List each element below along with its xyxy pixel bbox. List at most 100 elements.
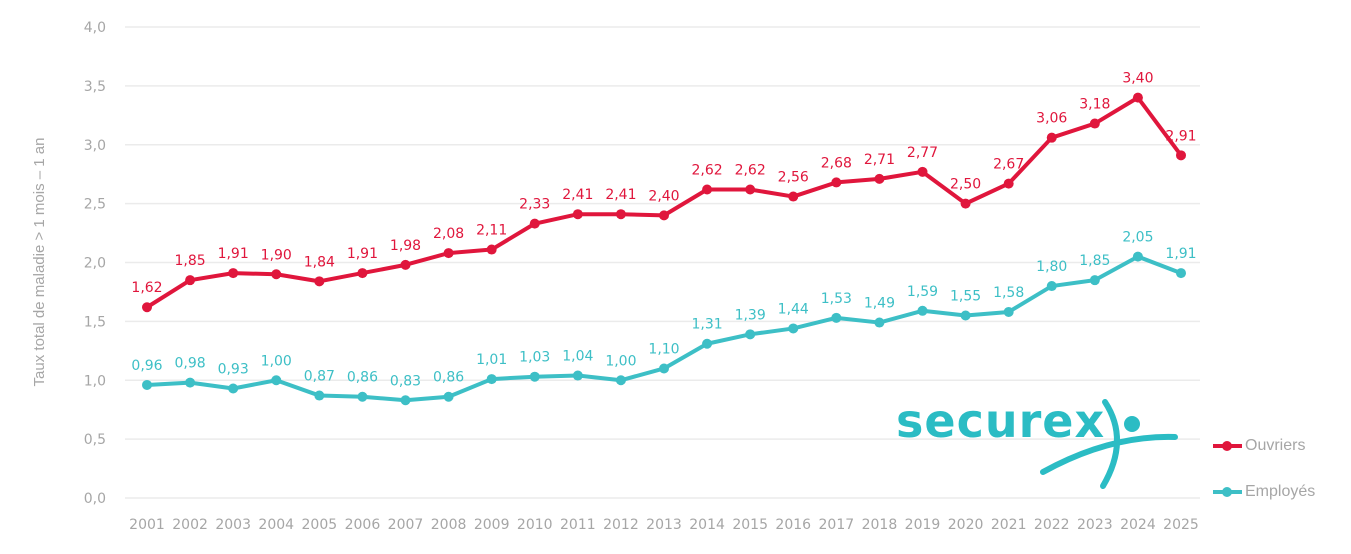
data-point <box>314 276 325 287</box>
data-label: 1,55 <box>950 288 981 304</box>
x-tick-label: 2013 <box>646 517 682 533</box>
data-label: 2,41 <box>562 187 593 203</box>
data-label: 1,85 <box>1079 253 1110 269</box>
data-label: 1,90 <box>261 247 292 263</box>
y-tick-label: 2,5 <box>84 197 106 213</box>
x-tick-label: 2024 <box>1120 517 1156 533</box>
data-label: 1,00 <box>605 353 636 369</box>
data-point <box>1003 178 1014 189</box>
data-point <box>917 305 928 316</box>
y-tick-label: 1,5 <box>84 314 106 330</box>
data-label: 1,80 <box>1036 259 1067 275</box>
y-axis-label: Taux total de maladie > 1 mois – 1 an <box>31 138 48 387</box>
data-label: 0,93 <box>218 361 249 377</box>
data-point <box>400 259 411 270</box>
y-tick-label: 3,5 <box>84 79 106 95</box>
data-label: 1,01 <box>476 352 507 368</box>
data-point <box>142 302 152 313</box>
data-point <box>745 184 756 195</box>
data-label: 0,86 <box>433 370 464 386</box>
data-point <box>1089 275 1100 286</box>
data-point <box>400 395 411 406</box>
data-point <box>960 198 971 209</box>
y-tick-label: 3,0 <box>84 138 106 154</box>
x-tick-label: 2008 <box>431 517 467 533</box>
data-point <box>874 317 885 328</box>
legend-marker <box>1222 441 1232 451</box>
data-label: 1,84 <box>304 254 335 270</box>
data-label: 2,11 <box>476 223 507 239</box>
data-point <box>1176 268 1186 279</box>
data-label: 1,44 <box>778 301 809 317</box>
data-label: 2,56 <box>778 170 809 186</box>
x-tick-label: 2025 <box>1163 517 1199 533</box>
x-tick-label: 2021 <box>991 517 1027 533</box>
data-label: 2,08 <box>433 226 464 242</box>
y-tick-label: 0,5 <box>84 432 106 448</box>
data-label: 1,62 <box>131 280 162 296</box>
data-label: 2,05 <box>1122 230 1153 246</box>
y-tick-label: 4,0 <box>84 20 106 36</box>
x-tick-label: 2007 <box>388 517 424 533</box>
data-point <box>185 275 196 286</box>
data-point <box>529 371 540 382</box>
data-label: 1,91 <box>347 246 378 262</box>
data-label: 1,53 <box>821 291 852 307</box>
data-point <box>142 379 152 390</box>
data-point <box>788 191 799 202</box>
data-label: 3,18 <box>1079 97 1110 113</box>
data-point <box>228 268 239 279</box>
data-point <box>486 374 497 385</box>
data-point <box>529 218 540 229</box>
data-point <box>1089 118 1100 129</box>
data-label: 2,67 <box>993 157 1024 173</box>
data-point <box>1176 150 1186 161</box>
y-tick-label: 1,0 <box>84 373 106 389</box>
x-tick-label: 2015 <box>732 517 768 533</box>
data-point <box>960 310 971 321</box>
x-tick-label: 2023 <box>1077 517 1113 533</box>
data-point <box>185 377 196 388</box>
x-tick-label: 2003 <box>215 517 251 533</box>
x-tick-label: 2016 <box>775 517 811 533</box>
x-tick-label: 2011 <box>560 517 596 533</box>
y-tick-label: 0,0 <box>84 491 106 507</box>
x-tick-label: 2004 <box>258 517 294 533</box>
data-point <box>1003 306 1014 317</box>
data-point <box>357 391 368 402</box>
data-point <box>1046 132 1057 143</box>
data-point <box>874 173 885 184</box>
data-point <box>572 209 583 220</box>
data-label: 1,04 <box>562 349 593 365</box>
data-label: 0,86 <box>347 370 378 386</box>
data-label: 2,91 <box>1165 128 1196 144</box>
data-label: 1,98 <box>390 238 421 254</box>
data-label: 1,91 <box>1165 246 1196 262</box>
data-label: 2,40 <box>648 188 679 204</box>
data-label: 2,41 <box>605 187 636 203</box>
data-label: 0,98 <box>174 356 205 372</box>
data-point <box>314 390 325 401</box>
securex-logo: securex <box>896 394 1178 489</box>
data-label: 1,39 <box>735 307 766 323</box>
x-tick-label: 2009 <box>474 517 510 533</box>
data-point <box>271 269 282 280</box>
data-label: 1,31 <box>691 317 722 333</box>
data-point <box>271 375 282 386</box>
data-point <box>702 338 713 349</box>
x-tick-label: 2022 <box>1034 517 1070 533</box>
logo-text: securex <box>896 394 1105 448</box>
data-label: 0,83 <box>390 373 421 389</box>
data-label: 2,77 <box>907 145 938 161</box>
legend-label: Ouvriers <box>1245 437 1305 454</box>
data-label: 3,40 <box>1122 71 1153 87</box>
data-label: 2,62 <box>735 162 766 178</box>
x-tick-label: 2005 <box>302 517 338 533</box>
data-point <box>443 391 454 402</box>
data-label: 2,71 <box>864 152 895 168</box>
data-point <box>788 323 799 334</box>
data-point <box>443 248 454 259</box>
data-label: 1,58 <box>993 285 1024 301</box>
x-tick-label: 2012 <box>603 517 639 533</box>
